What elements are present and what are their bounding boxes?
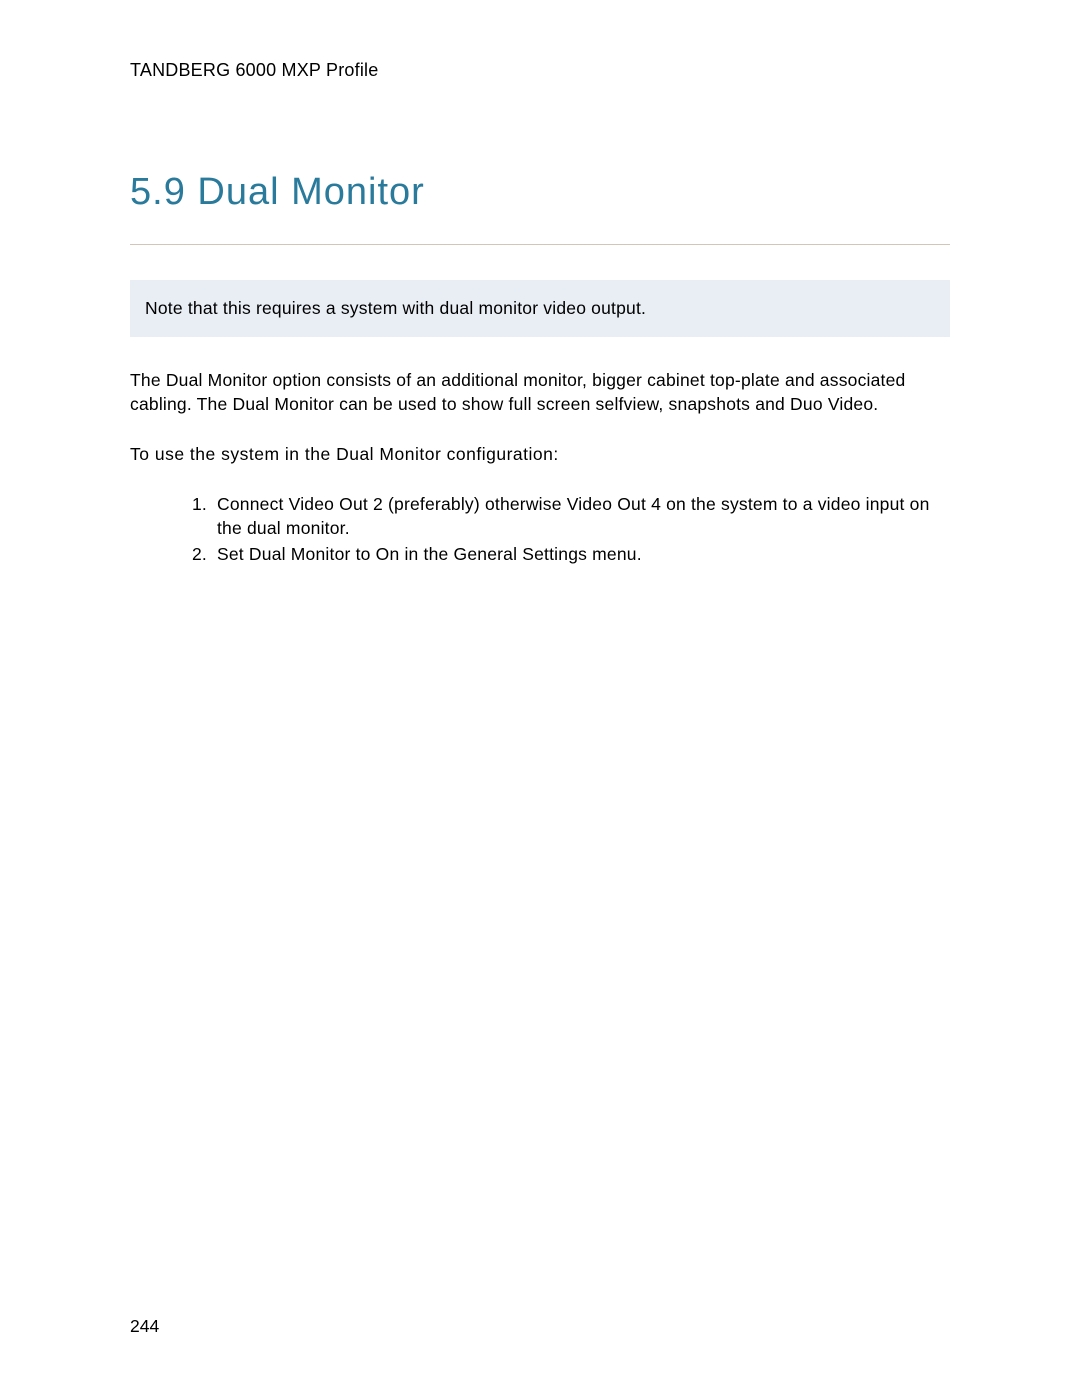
instructions-list: Connect Video Out 2 (preferably) otherwi… xyxy=(130,493,950,566)
section-title: 5.9 Dual Monitor xyxy=(130,171,950,214)
section-divider xyxy=(130,244,950,245)
instructions-subheading: To use the system in the Dual Monitor co… xyxy=(130,444,950,465)
document-page: TANDBERG 6000 MXP Profile 5.9 Dual Monit… xyxy=(0,0,1080,566)
body-paragraph: The Dual Monitor option consists of an a… xyxy=(130,369,950,416)
list-item: Connect Video Out 2 (preferably) otherwi… xyxy=(212,493,950,540)
list-item: Set Dual Monitor to On in the General Se… xyxy=(212,543,950,567)
document-header: TANDBERG 6000 MXP Profile xyxy=(130,60,950,81)
note-callout: Note that this requires a system with du… xyxy=(130,280,950,337)
page-number: 244 xyxy=(130,1316,159,1337)
